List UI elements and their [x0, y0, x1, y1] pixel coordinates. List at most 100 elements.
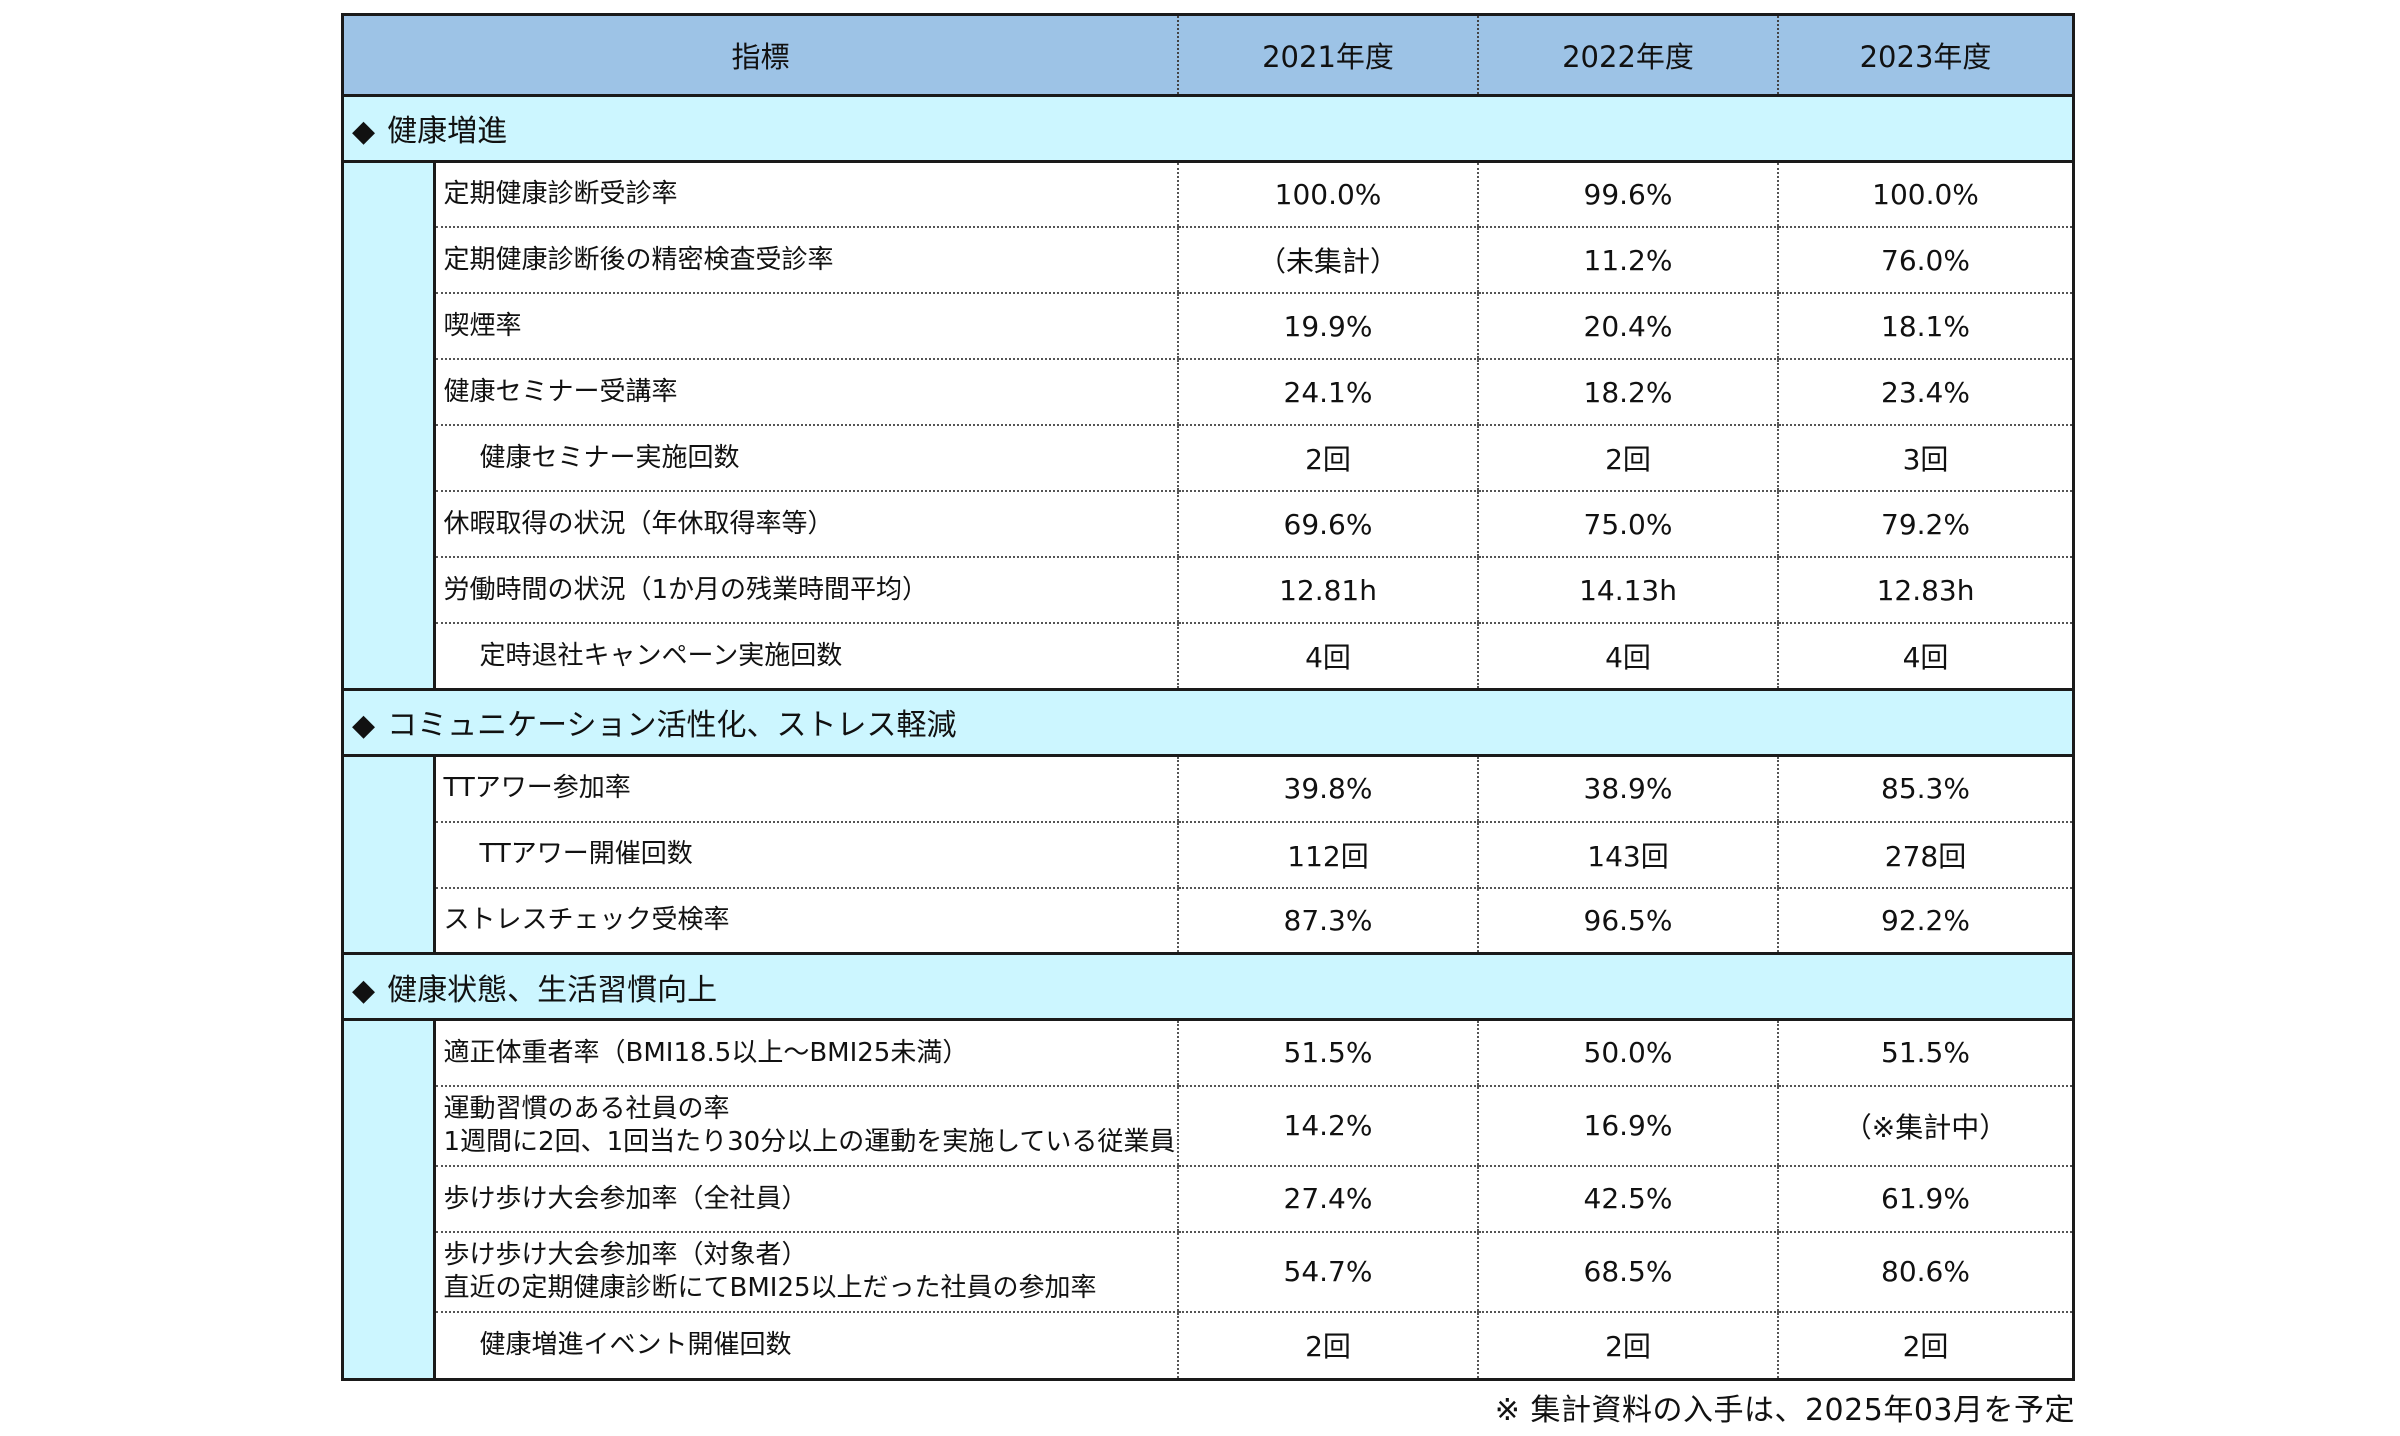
value-cell-2023: 23.4% [1777, 359, 2073, 427]
value-cell-2021: 14.2% [1177, 1085, 1479, 1167]
health-metrics-table: 指標 2021年度 2022年度 2023年度 ◆ 健康増進 定期健康診断受診率 10… [344, 16, 2073, 1378]
value-cell-2023: 3回 [1777, 425, 2073, 493]
table-row: 健康セミナー実施回数 2回 2回 3回 [344, 425, 2073, 493]
table-row: 適正体重者率（BMI18.5以上～BMI25未満） 51.5% 50.0% 51.5% [344, 1019, 2073, 1378]
value-cell-2022: 14.13h [1477, 557, 1779, 625]
section-title: コミュニケーション活性化、ストレス軽減 [387, 708, 957, 744]
row-label-line: 歩け歩け大会参加率（全社員） [443, 1183, 808, 1214]
row-label: 健康セミナー受講率 [434, 359, 1179, 427]
section-row: ◆ 健康増進 [344, 95, 2073, 163]
table-row: 定期健康診断後の精密検査受診率 （未集計） 11.2% 76.0% [344, 227, 2073, 295]
value-cell-2023: 2回 [1777, 1311, 2073, 1378]
row-label: 適正体重者率（BMI18.5以上～BMI25未満） [434, 1019, 1179, 1087]
header-indicator: 指標 [344, 16, 1179, 97]
value-cell-2022: 99.6% [1477, 161, 1779, 229]
value-cell-2021: （未集計） [1177, 227, 1479, 295]
value-cell-2021: 112回 [1177, 821, 1479, 889]
table-row: 休暇取得の状況（年休取得率等） 69.6% 75.0% 79.2% [344, 491, 2073, 559]
table-row: 健康セミナー受講率 24.1% 18.2% 23.4% [344, 359, 2073, 427]
row-label: ストレスチェック受検率 [434, 888, 1178, 954]
value-cell-2023: 12.83h [1777, 557, 2073, 625]
table-row: 定時退社キャンペーン実施回数 4回 4回 4回 [344, 623, 2073, 690]
value-cell-2023: 79.2% [1777, 491, 2073, 559]
row-label-line: 歩け歩け大会参加率（対象者） [443, 1240, 808, 1271]
row-label-line: 定時退社キャンペーン実施回数 [479, 640, 843, 671]
value-cell-2022: 2回 [1477, 1311, 1779, 1378]
value-cell-2023: 80.6% [1777, 1231, 2073, 1313]
row-label-line: 休暇取得の状況（年休取得率等） [443, 509, 834, 540]
header-year-2021: 2021年度 [1177, 16, 1479, 97]
row-label: 喫煙率 [434, 293, 1179, 361]
value-cell-2021: 2回 [1177, 1311, 1479, 1378]
table-row: 定期健康診断受診率 100.0% 99.6% 100.0% [344, 161, 2073, 690]
value-cell-2022: 68.5% [1477, 1231, 1779, 1313]
row-label: 健康セミナー実施回数 [434, 425, 1179, 493]
row-label: 定時退社キャンペーン実施回数 [434, 623, 1178, 689]
value-cell-2021: 27.4% [1177, 1165, 1479, 1233]
value-cell-2021: 2回 [1177, 425, 1479, 493]
section-title-cell: ◆ 健康状態、生活習慣向上 [344, 952, 2073, 1022]
value-cell-2023: 100.0% [1777, 161, 2073, 229]
row-label: 労働時間の状況（1か月の残業時間平均） [434, 557, 1179, 625]
value-cell-2021: 87.3% [1177, 887, 1479, 954]
value-cell-2022: 143回 [1477, 821, 1779, 889]
header-row: 指標 2021年度 2022年度 2023年度 [344, 16, 2073, 97]
row-label-line: TTアワー参加率 [443, 773, 631, 804]
value-cell-2023: 76.0% [1777, 227, 2073, 295]
diamond-icon: ◆ [352, 114, 376, 150]
section-title: 健康増進 [387, 114, 508, 150]
value-cell-2023: 85.3% [1777, 755, 2073, 823]
row-label-line: 適正体重者率（BMI18.5以上～BMI25未満） [443, 1037, 969, 1068]
row-label: 休暇取得の状況（年休取得率等） [434, 491, 1179, 559]
value-cell-2023: 4回 [1777, 623, 2073, 690]
row-label-line: 健康セミナー実施回数 [479, 443, 740, 473]
table-row: 喫煙率 19.9% 20.4% 18.1% [344, 293, 2073, 361]
value-cell-2022: 38.9% [1477, 755, 1779, 823]
value-cell-2021: 39.8% [1177, 755, 1479, 823]
row-label-line: 運動習慣のある社員の率 [443, 1094, 730, 1125]
value-cell-2021: 100.0% [1177, 161, 1479, 229]
row-label-line: 定期健康診断後の精密検査受診率 [443, 244, 834, 275]
value-cell-2022: 42.5% [1477, 1165, 1779, 1233]
row-label: 歩け歩け大会参加率（対象者） 直近の定期健康診断にてBMI25以上だった社員の参加… [434, 1231, 1179, 1313]
header-year-2023: 2023年度 [1777, 16, 2073, 97]
row-label: TTアワー開催回数 [434, 821, 1179, 889]
row-label-line: ストレスチェック受検率 [443, 905, 730, 936]
row-label-line: 直近の定期健康診断にてBMI25以上だった社員の参加率 [443, 1272, 1097, 1303]
health-metrics-table-frame: 指標 2021年度 2022年度 2023年度 ◆ 健康増進 定期健康診断受診率 10… [341, 13, 2075, 1381]
value-cell-2023: 61.9% [1777, 1165, 2073, 1233]
row-label: 運動習慣のある社員の率 1週間に2回、1回当たり30分以上の運動を実施している従業… [434, 1085, 1179, 1167]
value-cell-2021: 24.1% [1177, 359, 1479, 427]
diamond-icon: ◆ [352, 708, 376, 744]
row-label: 定期健康診断受診率 [434, 161, 1179, 229]
table-row: TTアワー参加率 39.8% 38.9% 85.3% [344, 755, 2073, 954]
table-row: TTアワー開催回数 112回 143回 278回 [344, 821, 2073, 889]
row-label-line: 健康セミナー受講率 [443, 376, 678, 407]
section-title: 健康状態、生活習慣向上 [387, 972, 718, 1008]
section-indent-cell [344, 1019, 436, 1378]
row-label-line: 1週間に2回、1回当たり30分以上の運動を実施している従業員 [443, 1126, 1176, 1157]
table-row: 運動習慣のある社員の率 1週間に2回、1回当たり30分以上の運動を実施している従業… [344, 1085, 2073, 1167]
row-label: 健康増進イベント開催回数 [434, 1312, 1178, 1378]
section-title-cell: ◆ コミュニケーション活性化、ストレス軽減 [344, 687, 2073, 757]
value-cell-2023: 278回 [1777, 821, 2073, 889]
value-cell-2023: （※集計中） [1777, 1085, 2073, 1167]
row-label: 定期健康診断後の精密検査受診率 [434, 227, 1179, 295]
footnote: ※ 集計資料の入手は、2025年03月を予定 [1494, 1393, 2075, 1428]
value-cell-2022: 4回 [1477, 623, 1779, 690]
value-cell-2021: 4回 [1177, 623, 1479, 690]
value-cell-2023: 51.5% [1777, 1019, 2073, 1087]
value-cell-2023: 18.1% [1777, 293, 2073, 361]
value-cell-2021: 54.7% [1177, 1231, 1479, 1313]
row-label-line: 労働時間の状況（1か月の残業時間平均） [443, 575, 929, 606]
value-cell-2021: 12.81h [1177, 557, 1479, 625]
value-cell-2022: 50.0% [1477, 1019, 1779, 1087]
value-cell-2022: 2回 [1477, 425, 1779, 493]
value-cell-2021: 69.6% [1177, 491, 1479, 559]
value-cell-2023: 92.2% [1777, 887, 2073, 954]
table-body: ◆ 健康増進 定期健康診断受診率 100.0% 99.6% 100.0% 定期健康診断後の精… [344, 95, 2073, 1378]
table-row: 労働時間の状況（1か月の残業時間平均） 12.81h 14.13h 12.83h [344, 557, 2073, 625]
value-cell-2021: 51.5% [1177, 1019, 1479, 1087]
row-label-line: 健康増進イベント開催回数 [479, 1330, 792, 1361]
table-row: 歩け歩け大会参加率（全社員） 27.4% 42.5% 61.9% [344, 1165, 2073, 1233]
